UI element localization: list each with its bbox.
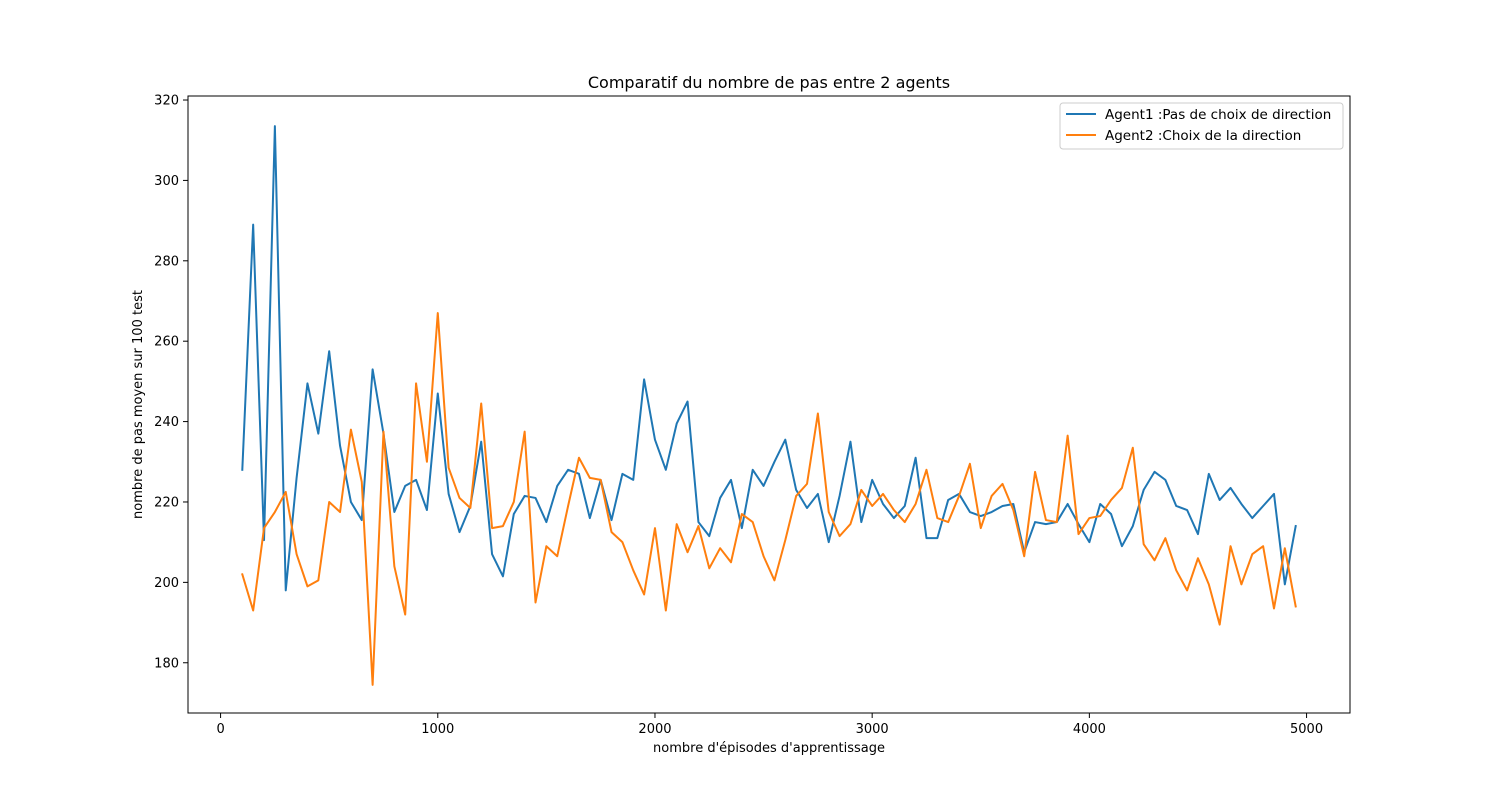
- y-tick-label: 280: [154, 254, 179, 269]
- x-axis-ticks: 0 1000 2000 3000 4000 5000: [216, 713, 1323, 737]
- y-tick-label: 200: [154, 576, 179, 591]
- legend-entries: Agent1 :Pas de choix de direction Agent2 …: [1066, 107, 1331, 144]
- chart-title: Comparatif du nombre de pas entre 2 agen…: [588, 73, 950, 92]
- y-tick-label: 260: [154, 335, 179, 350]
- series-line-agent1: [241, 125, 1297, 592]
- x-tick-label: 1000: [421, 722, 454, 737]
- y-tick-label: 300: [154, 174, 179, 189]
- legend-box: [1059, 102, 1344, 150]
- y-tick-label: 180: [154, 656, 179, 671]
- x-tick-label: 4000: [1073, 722, 1106, 737]
- x-tick-label: 2000: [638, 722, 671, 737]
- legend: Agent1 :Pas de choix de direction Agent2 …: [1059, 102, 1344, 150]
- y-tick-label: 320: [154, 94, 179, 109]
- legend-label-agent1: Agent1 :Pas de choix de direction: [1105, 107, 1331, 123]
- x-axis-label: nombre d'épisodes d'apprentissage: [653, 741, 885, 756]
- plot-frame: [187, 95, 1351, 714]
- x-tick-label: 5000: [1290, 722, 1323, 737]
- y-axis-label: nombre de pas moyen sur 100 test: [131, 290, 146, 519]
- series-line-agent2: [241, 312, 1297, 686]
- y-tick-label: 220: [154, 495, 179, 510]
- x-tick-label: 0: [216, 722, 224, 737]
- series-layer: [241, 125, 1297, 686]
- x-tick-label: 3000: [856, 722, 889, 737]
- y-tick-label: 240: [154, 415, 179, 430]
- legend-label-agent2: Agent2 :Choix de la direction: [1105, 128, 1301, 144]
- y-axis-ticks: 180 200 220 240 260 280 300 320: [154, 94, 188, 671]
